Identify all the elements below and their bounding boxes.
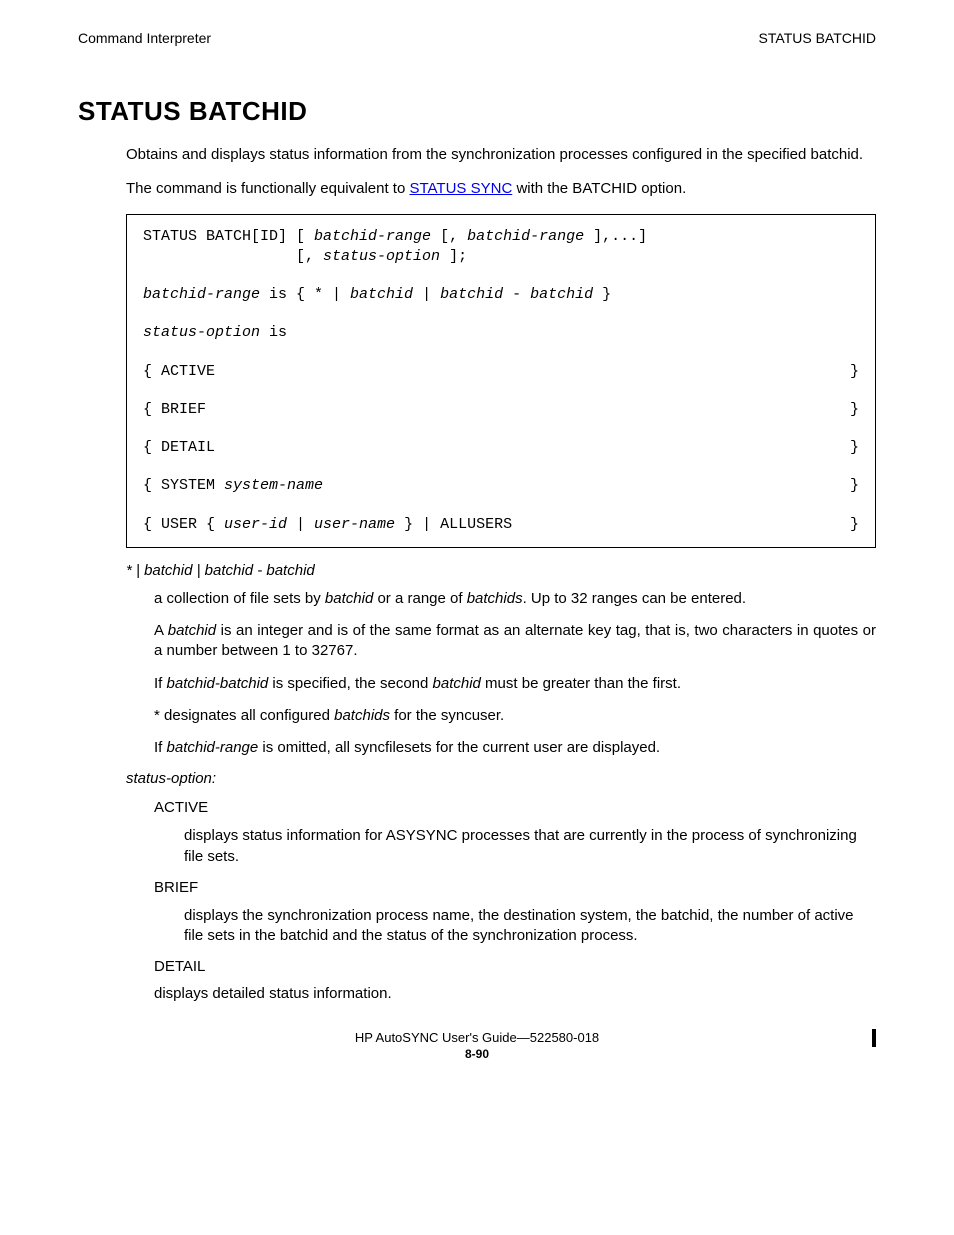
s4b: is	[260, 324, 287, 341]
d3e: must be greater than the first.	[481, 675, 681, 692]
s1c: [,	[431, 228, 467, 245]
d4c: for the syncuser.	[390, 707, 504, 724]
opt-detail-r: }	[850, 438, 859, 458]
sub-heading: * | batchid | batchid - batchid	[126, 562, 876, 579]
opt-detail-title: DETAIL	[154, 958, 876, 975]
page-header: Command Interpreter STATUS BATCHID	[78, 30, 876, 46]
opt-user-i1: user-id	[224, 516, 287, 533]
opt-user-r2: } | ALLUSERS	[395, 516, 512, 533]
intro-text-1: Obtains and displays status information …	[126, 146, 863, 163]
s3a: batchid-range	[143, 286, 260, 303]
opt-brief-desc: displays the synchronization process nam…	[184, 906, 876, 947]
page-title: STATUS BATCHID	[78, 96, 876, 127]
d3d: batchid	[433, 675, 481, 692]
opt-system-r: }	[850, 476, 859, 496]
header-right: STATUS BATCHID	[759, 30, 876, 46]
syntax-line-1: STATUS BATCH[ID] [ batchid-range [, batc…	[143, 227, 859, 247]
opt-detail-l: { DETAIL	[143, 438, 215, 458]
d5c: is omitted, all syncfilesets for the cur…	[258, 739, 660, 756]
opt-active-title: ACTIVE	[154, 799, 876, 816]
d3c: is specified, the second	[268, 675, 432, 692]
d5a: If	[154, 739, 167, 756]
intro2-post: with the BATCHID option.	[512, 180, 686, 197]
status-option-label: status-option:	[126, 770, 876, 787]
d4a: * designates all configured	[154, 707, 334, 724]
desc-2: A batchid is an integer and is of the sa…	[154, 621, 876, 662]
intro2-pre: The command is functionally equivalent t…	[126, 180, 409, 197]
d1e: . Up to 32 ranges can be entered.	[523, 590, 746, 607]
d2a: A	[154, 622, 168, 639]
s2a: [,	[143, 248, 323, 265]
s1e: ],...]	[584, 228, 647, 245]
opt-user-br: }	[850, 515, 859, 535]
syntax-opt-system: { SYSTEM system-name }	[143, 476, 859, 496]
s1a: STATUS BATCH[ID] [	[143, 228, 314, 245]
s3d: |	[413, 286, 440, 303]
d2b: batchid	[168, 622, 216, 639]
opt-system-i: system-name	[224, 477, 323, 494]
change-bar-icon	[872, 1029, 876, 1047]
d2c: is an integer and is of the same format …	[154, 622, 876, 659]
syntax-opt-active: { ACTIVE }	[143, 362, 859, 382]
opt-active-l: { ACTIVE	[143, 362, 215, 382]
intro-paragraph-1: Obtains and displays status information …	[126, 145, 876, 165]
syntax-box: STATUS BATCH[ID] [ batchid-range [, batc…	[126, 214, 876, 548]
syntax-opt-user: { USER { user-id | user-name } | ALLUSER…	[143, 515, 859, 535]
s2b: status-option	[323, 248, 440, 265]
opt-brief-l: { BRIEF	[143, 400, 206, 420]
d1c: or a range of	[373, 590, 466, 607]
d1d: batchids	[467, 590, 523, 607]
s3c: batchid	[350, 286, 413, 303]
opt-brief-r: }	[850, 400, 859, 420]
footer-line-1: HP AutoSYNC User's Guide—522580-018	[78, 1030, 876, 1047]
s3f: -	[503, 286, 530, 303]
syntax-opt-brief: { BRIEF }	[143, 400, 859, 420]
d1b: batchid	[325, 590, 373, 607]
footer-page-number: 8-90	[78, 1047, 876, 1063]
syntax-line-3: batchid-range is { * | batchid | batchid…	[143, 285, 859, 305]
desc-4: * designates all configured batchids for…	[154, 706, 876, 726]
status-sync-link[interactable]: STATUS SYNC	[409, 180, 512, 197]
d3a: If	[154, 675, 167, 692]
desc-5: If batchid-range is omitted, all syncfil…	[154, 738, 876, 758]
opt-active-r: }	[850, 362, 859, 382]
opt-user-m: |	[287, 516, 314, 533]
d4b: batchids	[334, 707, 390, 724]
opt-user-l: { USER {	[143, 516, 224, 533]
s1d: batchid-range	[467, 228, 584, 245]
s4a: status-option	[143, 324, 260, 341]
desc-1: a collection of file sets by batchid or …	[154, 589, 876, 609]
s3e: batchid	[440, 286, 503, 303]
opt-system-l: { SYSTEM	[143, 477, 224, 494]
header-left: Command Interpreter	[78, 30, 211, 46]
s3b: is { * |	[260, 286, 350, 303]
syntax-line-4: status-option is	[143, 323, 859, 343]
opt-active-desc: displays status information for ASYSYNC …	[184, 826, 876, 867]
syntax-line-2: [, status-option ];	[143, 247, 859, 267]
d5b: batchid-range	[167, 739, 259, 756]
page-footer: HP AutoSYNC User's Guide—522580-018 8-90	[78, 1030, 876, 1062]
syntax-opt-detail: { DETAIL }	[143, 438, 859, 458]
intro-paragraph-2: The command is functionally equivalent t…	[126, 179, 876, 199]
s3g: batchid	[530, 286, 593, 303]
opt-user-i2: user-name	[314, 516, 395, 533]
opt-detail-desc: displays detailed status information.	[154, 985, 876, 1002]
desc-3: If batchid-batchid is specified, the sec…	[154, 674, 876, 694]
opt-brief-title: BRIEF	[154, 879, 876, 896]
d3b: batchid-batchid	[167, 675, 269, 692]
d1a: a collection of file sets by	[154, 590, 325, 607]
s2c: ];	[440, 248, 467, 265]
s3h: }	[593, 286, 611, 303]
s1b: batchid-range	[314, 228, 431, 245]
